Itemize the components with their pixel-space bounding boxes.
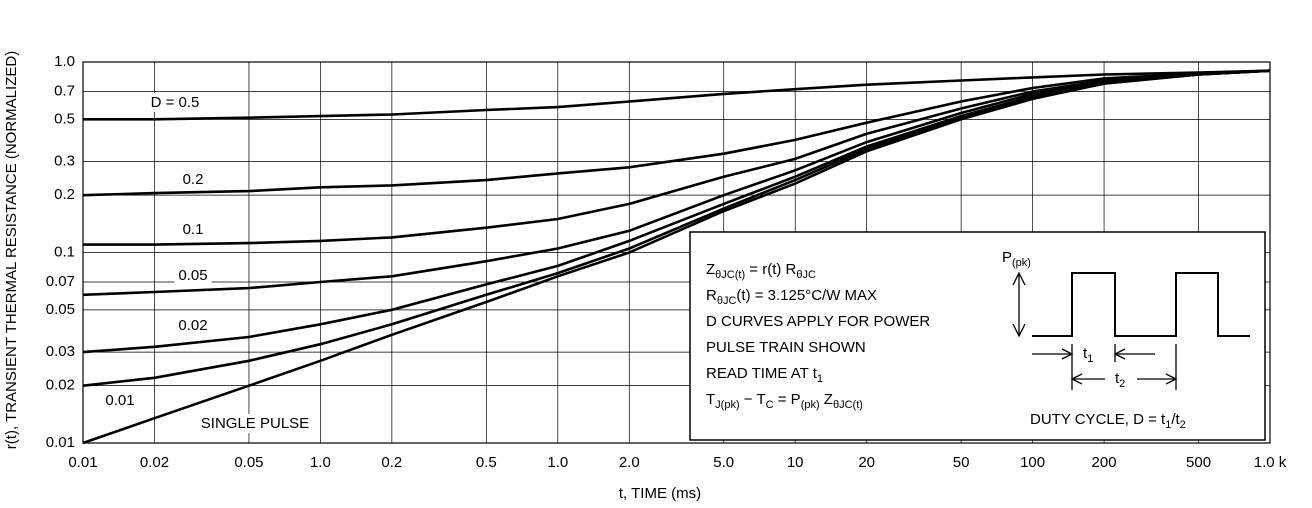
- y-tick-label: 0.3: [54, 153, 75, 170]
- y-tick-label: 0.05: [46, 301, 75, 318]
- y-tick-label: 0.2: [54, 186, 75, 203]
- inset-line: ZθJC(t) = r(t) RθJC: [706, 261, 816, 281]
- text-part: − T: [740, 391, 766, 408]
- x-tick-label: 1.0: [547, 454, 568, 471]
- series-line: [83, 69, 1271, 121]
- y-tick-label: 0.7: [54, 82, 75, 99]
- inset-line: READ TIME AT t1: [706, 365, 823, 385]
- x-tick-label: 1.0: [310, 454, 331, 471]
- series-label-bg: [174, 265, 212, 285]
- text-part: D CURVES APPLY FOR POWER: [706, 313, 930, 330]
- x-tick-label: 1.0 k: [1254, 454, 1287, 471]
- series-label-bg: [174, 315, 212, 335]
- y-tick-label: 0.1: [54, 243, 75, 260]
- text-part: Z: [706, 261, 715, 278]
- y-tick-label: 0.01: [46, 434, 75, 451]
- y-tick-label: 1.0: [54, 53, 75, 70]
- subscript: (pk): [801, 399, 820, 411]
- subscript: C: [766, 399, 774, 411]
- duty-cycle-label: DUTY CYCLE, D = t1/t2: [1030, 411, 1186, 431]
- series-label: 0.1: [183, 221, 204, 238]
- t2-arrows: [1070, 373, 1178, 385]
- subscript: 2: [1180, 419, 1186, 431]
- text-part: (t) = 3.125°C/W MAX: [736, 287, 877, 304]
- subscript: J(pk): [715, 399, 739, 411]
- series-label-bg: [178, 219, 208, 239]
- pulse-t2-label: t2: [1115, 370, 1125, 390]
- peak-arrow: [1012, 271, 1026, 338]
- inset-line: D CURVES APPLY FOR POWER: [706, 313, 930, 330]
- x-tick-label: 0.02: [140, 454, 169, 471]
- text-part: PULSE TRAIN SHOWN: [706, 339, 866, 356]
- text-part: Z: [820, 391, 833, 408]
- x-tick-label: 0.2: [381, 454, 402, 471]
- subscript: (pk): [1012, 257, 1031, 269]
- series-label-bg: [178, 169, 208, 189]
- subscript: θJC(t): [833, 399, 863, 411]
- x-axis-label: t, TIME (ms): [619, 485, 701, 502]
- subscript: 2: [1119, 378, 1125, 390]
- x-tick-label: 50: [953, 454, 970, 471]
- series-line: [83, 69, 1271, 246]
- x-tick-label: 5.0: [713, 454, 734, 471]
- series-label: D = 0.5: [151, 94, 200, 111]
- subscript: 1: [817, 373, 823, 385]
- pulse-waveform: [1032, 272, 1250, 337]
- inset-line: RθJC(t) = 3.125°C/W MAX: [706, 287, 877, 307]
- series-label-bg: [196, 413, 314, 433]
- x-tick-label: 2.0: [619, 454, 640, 471]
- text-part: /t: [1171, 411, 1180, 428]
- series-label: 0.2: [183, 171, 204, 188]
- text-part: t: [1115, 370, 1120, 387]
- x-tick-label: 0.5: [476, 454, 497, 471]
- series-line: [82, 69, 1271, 197]
- series-label-bg: [146, 92, 204, 112]
- x-tick-label: 500: [1186, 454, 1211, 471]
- series-label: 0.01: [105, 392, 134, 409]
- x-tick-label: 20: [858, 454, 875, 471]
- text-part: = P: [774, 391, 801, 408]
- y-tick-label: 0.02: [46, 377, 75, 394]
- y-tick-label: 0.5: [54, 110, 75, 127]
- series-label: 0.02: [178, 317, 207, 334]
- text-part: READ TIME AT t: [706, 365, 818, 382]
- x-tick-label: 200: [1092, 454, 1117, 471]
- text-part: t: [1083, 345, 1088, 362]
- inset-line: PULSE TRAIN SHOWN: [706, 339, 866, 356]
- series-label-bg: [101, 390, 139, 410]
- pulse-t1-label: t1: [1083, 345, 1093, 365]
- subscript: θJC: [717, 295, 737, 307]
- pulse-peak-label: P(pk): [1002, 249, 1031, 269]
- subscript: 1: [1165, 419, 1171, 431]
- text-part: DUTY CYCLE, D = t: [1030, 411, 1166, 428]
- text-part: = r(t) R: [745, 261, 796, 278]
- series-line: [82, 69, 1271, 297]
- y-axis-label: r(t), TRANSIENT THERMAL RESISTANCE (NORM…: [3, 51, 20, 449]
- x-tick-label: 100: [1020, 454, 1045, 471]
- subscript: 1: [1087, 353, 1093, 365]
- series-label: 0.05: [178, 267, 207, 284]
- x-tick-label: 0.05: [234, 454, 263, 471]
- inset-line: TJ(pk) − TC = P(pk) ZθJC(t): [706, 391, 863, 411]
- text-part: R: [706, 287, 717, 304]
- x-tick-label: 10: [787, 454, 804, 471]
- text-part: P: [1002, 249, 1012, 266]
- y-tick-label: 0.07: [46, 273, 75, 290]
- subscript: θJC: [796, 269, 816, 281]
- text-part: T: [706, 391, 715, 408]
- y-tick-label: 0.03: [46, 343, 75, 360]
- x-tick-label: 0.01: [68, 454, 97, 471]
- t1-arrows: [1032, 344, 1177, 390]
- subscript: θJC(t): [715, 269, 745, 281]
- series-label: SINGLE PULSE: [201, 415, 309, 432]
- series-line: [82, 69, 1271, 445]
